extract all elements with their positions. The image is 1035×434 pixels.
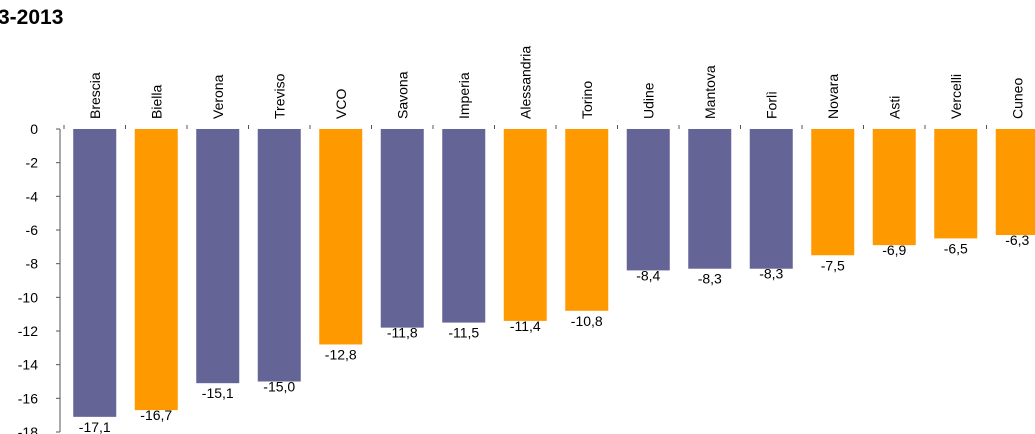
category-label: Imperia bbox=[456, 72, 472, 119]
y-tick-label: -10 bbox=[18, 289, 38, 305]
y-tick-label: -12 bbox=[18, 323, 38, 339]
bar bbox=[749, 129, 793, 269]
category-label: VCO bbox=[333, 89, 349, 119]
data-label: -8,3 bbox=[698, 271, 722, 287]
bar bbox=[872, 129, 916, 246]
data-label: -10,8 bbox=[571, 313, 603, 329]
y-tick-label: -16 bbox=[18, 390, 38, 406]
category-label: Savona bbox=[394, 71, 410, 119]
bar bbox=[319, 129, 363, 345]
category-label: Novara bbox=[825, 74, 841, 119]
data-label: -8,4 bbox=[636, 267, 660, 283]
category-label: Mantova bbox=[702, 65, 718, 119]
data-label: -15,0 bbox=[263, 379, 295, 395]
y-tick-label: 0 bbox=[30, 121, 38, 137]
y-tick-label: -2 bbox=[26, 155, 39, 171]
category-label: Vercelli bbox=[948, 74, 964, 119]
bar bbox=[503, 129, 547, 321]
category-label: Treviso bbox=[271, 73, 287, 119]
y-tick-label: -8 bbox=[26, 256, 39, 272]
data-label: -16,7 bbox=[140, 407, 172, 423]
y-tick-label: -6 bbox=[26, 222, 39, 238]
category-label: Forlì bbox=[763, 91, 779, 119]
bar bbox=[257, 129, 301, 382]
bar bbox=[626, 129, 670, 271]
data-label: -11,8 bbox=[387, 325, 418, 341]
bar bbox=[380, 129, 424, 328]
bar bbox=[442, 129, 486, 323]
category-label: Torino bbox=[579, 81, 595, 119]
category-label: Verona bbox=[210, 74, 226, 119]
category-label: Brescia bbox=[87, 72, 103, 119]
bar bbox=[565, 129, 609, 311]
chart-title: 3-2013 bbox=[0, 6, 64, 29]
y-tick-label: -18 bbox=[18, 424, 38, 434]
bar bbox=[196, 129, 240, 384]
bar bbox=[134, 129, 178, 411]
bar bbox=[934, 129, 978, 239]
data-label: -7,5 bbox=[821, 257, 845, 273]
bar bbox=[995, 129, 1035, 236]
y-tick-label: -14 bbox=[18, 357, 38, 373]
data-label: -6,5 bbox=[944, 240, 968, 256]
data-label: -17,1 bbox=[79, 419, 111, 434]
category-label: Cuneo bbox=[1009, 78, 1025, 119]
data-label: -12,8 bbox=[325, 346, 357, 362]
bar bbox=[688, 129, 732, 269]
category-label: Asti bbox=[886, 96, 902, 119]
bar bbox=[73, 129, 117, 417]
category-label: Biella bbox=[148, 85, 164, 119]
y-tick-label: -4 bbox=[26, 188, 39, 204]
data-label: -6,3 bbox=[1005, 232, 1029, 248]
category-label: Alessandria bbox=[517, 46, 533, 119]
data-label: -6,9 bbox=[882, 242, 906, 258]
data-label: -8,3 bbox=[759, 266, 783, 282]
category-label: Udine bbox=[640, 82, 656, 119]
data-label: -15,1 bbox=[202, 385, 234, 401]
bar bbox=[811, 129, 855, 256]
data-label: -11,4 bbox=[510, 318, 541, 334]
data-label: -11,5 bbox=[448, 325, 479, 341]
